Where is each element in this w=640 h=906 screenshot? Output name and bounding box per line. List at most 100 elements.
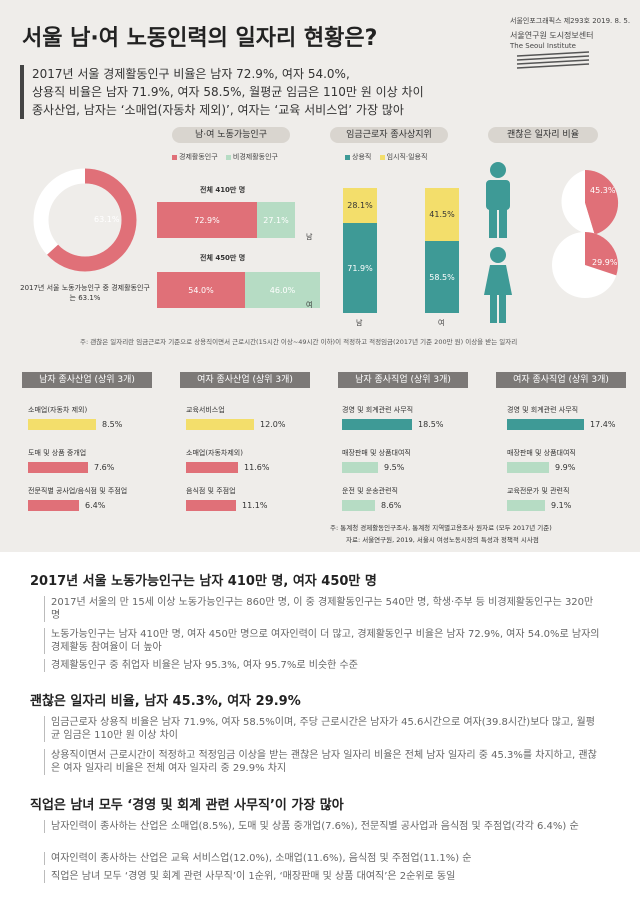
ranking-bar-yellow <box>186 419 254 430</box>
status-male-label: 남 <box>356 319 363 327</box>
donut-chart <box>33 168 137 272</box>
legend-swatch-inactive <box>225 154 231 160</box>
male-good-value: 45.3% <box>590 186 616 195</box>
section-paragraph: 직업은 남녀 모두 ‘경영 및 회계 관련 사무직’이 1순위, ‘매장판매 및… <box>44 870 604 883</box>
page-title: 서울 남·여 노동인력의 일자리 현황은? <box>22 26 378 51</box>
ranking-header-male-industry: 남자 종사산업 (상위 3개) <box>22 372 152 388</box>
bar-male-active: 72.9% <box>157 202 257 238</box>
ranking-item-label: 교육전문가 및 관련직 <box>507 487 570 495</box>
female-figure-icon <box>484 247 512 323</box>
ranking-item-label: 음식점 및 주점업 <box>186 487 236 495</box>
legend-swatch-temp <box>379 154 385 160</box>
ranking-item-label: 매장판매 및 상품대여직 <box>507 449 576 457</box>
ranking-item-value: 18.5% <box>418 420 444 429</box>
bar-male-inactive: 27.1% <box>257 202 295 238</box>
male-total: 전체 410만 명 <box>200 186 246 194</box>
bar-female-active: 54.0% <box>157 272 245 308</box>
ranking-item-value: 7.6% <box>94 463 115 472</box>
ranking-item-value: 11.6% <box>244 463 270 472</box>
section-paragraph: 노동가능인구는 남자 410만 명, 여자 450만 명으로 여자인력이 더 많… <box>44 628 604 654</box>
ranking-header-female-industry: 여자 종사산업 (상위 3개) <box>180 372 310 388</box>
ranking-item-value: 9.9% <box>555 463 576 472</box>
section-heading: 직업은 남녀 모두 ‘경영 및 회계 관련 사무직’이 가장 많아 <box>30 798 344 813</box>
male-label: 남 <box>306 233 313 241</box>
ranking-bar-mint <box>342 500 375 511</box>
summary-line: 상용직 비율은 남자 71.9%, 여자 58.5%, 월평균 임금은 110만… <box>32 85 424 99</box>
ranking-bar-mint <box>507 462 549 473</box>
ranking-item-label: 교육서비스업 <box>186 406 225 414</box>
ranking-item-value: 11.1% <box>242 501 268 510</box>
org-name-en: The Seoul Institute <box>510 42 576 50</box>
ranking-bar-yellow <box>28 419 96 430</box>
bar-male-temp: 28.1% <box>343 188 377 223</box>
section-paragraph: 여자인력이 종사하는 산업은 교육 서비스업(12.0%), 소매업(11.6%… <box>44 852 604 865</box>
summary-line: 2017년 서울 경제활동인구 비율은 남자 72.9%, 여자 54.0%, <box>32 67 350 81</box>
male-good-pie <box>561 169 619 235</box>
section-paragraph: 남자인력이 종사하는 산업은 소매업(8.5%), 도매 및 상품 중개업(7.… <box>44 820 604 833</box>
legend-swatch-active <box>172 154 177 160</box>
ranking-item-label: 전문직별 공사업/음식점 및 주점업 <box>28 487 128 495</box>
bar-female-regular: 58.5% <box>425 241 459 313</box>
section-heading: 2017년 서울 노동가능인구는 남자 410만 명, 여자 450만 명 <box>30 574 377 589</box>
ranking-item-label: 운전 및 운송관련직 <box>342 487 398 495</box>
status-female-label: 여 <box>438 319 445 327</box>
publication-meta: 서울인포그래픽스 제293호 2019. 8. 5. 서울연구원 도시정보센터 … <box>510 16 630 52</box>
legend-temp: 임시직·일용직 <box>386 153 428 161</box>
ranking-bar-mint <box>342 462 378 473</box>
summary-line: 종사산업, 남자는 ‘소매업(자동차 제외)’, 여자는 ‘교육 서비스업’ 가… <box>32 103 404 117</box>
female-label: 여 <box>306 301 313 309</box>
ranking-item-value: 8.6% <box>381 501 402 510</box>
legend-swatch-regular <box>345 154 350 160</box>
status-header: 임금근로자 종사상지위 <box>330 127 448 143</box>
male-figure-icon <box>486 162 510 238</box>
footnote-good-jobs: 주: 괜찮은 일자리란 임금근로자 기준으로 상용직이면서 근로시간(15시간 … <box>80 338 518 346</box>
source-credit: 자료: 서울연구원, 2019, 서울시 여성노동시장의 특성과 정책적 시사점 <box>346 536 539 544</box>
bar-female-inactive: 46.0% <box>245 272 320 308</box>
donut-arc-active <box>33 168 137 272</box>
labor-header: 남·여 노동가능인구 <box>172 127 290 143</box>
section-paragraph: 임금근로자 상용직 비율은 남자 71.9%, 여자 58.5%이며, 주당 근… <box>44 716 604 742</box>
infographic-panel <box>0 0 640 552</box>
ranking-item-value: 17.4% <box>590 420 616 429</box>
ranking-item-label: 소매업(자동차제외) <box>186 449 243 457</box>
section-paragraph: 상용직이면서 근로시간이 적정하고 적정임금 이상을 받는 괜찮은 남자 일자리… <box>44 749 604 775</box>
ranking-header-female-job: 여자 종사직업 (상위 3개) <box>496 372 626 388</box>
ranking-item-value: 12.0% <box>260 420 286 429</box>
ranking-item-value: 9.5% <box>384 463 405 472</box>
legend-inactive: 비경제활동인구 <box>232 153 278 161</box>
org-name: 서울연구원 도시정보센터 <box>510 31 594 40</box>
ranking-bar-mint <box>507 500 545 511</box>
ranking-item-label: 매장판매 및 상품대여직 <box>342 449 411 457</box>
series-info: 서울인포그래픽스 제293호 2019. 8. 5. <box>510 17 631 25</box>
institute-logo <box>516 51 590 69</box>
ranking-bar-pink <box>28 462 88 473</box>
female-total: 전체 450만 명 <box>200 254 246 262</box>
status-legend: 상용직 임시직·일용직 <box>345 152 427 162</box>
section-paragraph: 2017년 서울의 만 15세 이상 노동가능인구는 860만 명, 이 중 경… <box>44 596 604 622</box>
ranking-item-label: 경영 및 회계관련 사무직 <box>342 406 414 414</box>
ranking-item-label: 소매업(자동차 제외) <box>28 406 88 414</box>
ranking-item-value: 9.1% <box>551 501 572 510</box>
ranking-header-male-job: 남자 종사직업 (상위 3개) <box>338 372 468 388</box>
female-good-pie <box>552 232 618 298</box>
bar-female-temp: 41.5% <box>425 188 459 241</box>
ranking-bar-pink <box>186 462 238 473</box>
labor-legend: 경제활동인구 비경제활동인구 <box>172 152 278 162</box>
bar-male-regular: 71.9% <box>343 223 377 313</box>
ranking-item-value: 8.5% <box>102 420 123 429</box>
donut-note: 2017년 서울 노동가능인구 중 경제활동인구는 63.1% <box>20 284 150 302</box>
ranking-bar-pink <box>28 500 79 511</box>
legend-active: 경제활동인구 <box>179 153 218 161</box>
ranking-bar-teal <box>342 419 412 430</box>
footnote-source-data: 주: 통계청 경제활동인구조사, 통계청 지역별고용조사 원자료 (모두 201… <box>330 524 552 532</box>
ranking-item-value: 6.4% <box>85 501 106 510</box>
ranking-item-label: 도매 및 상품 중개업 <box>28 449 87 457</box>
section-paragraph: 경제활동인구 중 취업자 비율은 남자 95.3%, 여자 95.7%로 비슷한… <box>44 659 604 672</box>
section-heading: 괜찮은 일자리 비율, 남자 45.3%, 여자 29.9% <box>30 694 301 709</box>
female-good-value: 29.9% <box>592 258 618 267</box>
ranking-bar-pink <box>186 500 236 511</box>
good-jobs-header: 괜찮은 일자리 비율 <box>488 127 598 143</box>
summary-box: 2017년 서울 경제활동인구 비율은 남자 72.9%, 여자 54.0%, … <box>20 65 470 119</box>
donut-value: 63.1% <box>94 215 120 224</box>
legend-regular: 상용직 <box>352 153 372 161</box>
